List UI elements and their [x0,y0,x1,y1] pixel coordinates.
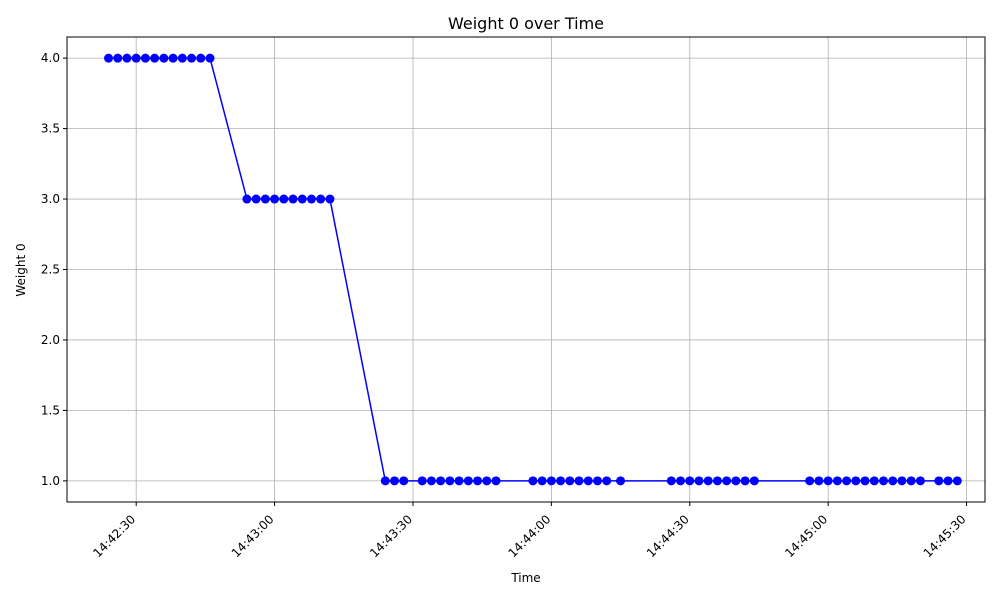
data-point [242,194,252,204]
data-point [426,476,436,486]
x-axis-title: Time [510,571,540,585]
data-point [823,476,833,486]
data-point [482,476,492,486]
data-point [168,53,178,63]
data-point [556,476,566,486]
data-point [860,476,870,486]
data-point [897,476,907,486]
data-point [187,53,197,63]
data-point [906,476,916,486]
data-point [177,53,187,63]
y-tick-label: 1.0 [41,474,60,488]
data-point [666,476,676,486]
data-point [593,476,603,486]
data-point [260,194,270,204]
chart-title: Weight 0 over Time [448,14,604,33]
data-point [731,476,741,486]
series-line [108,57,958,482]
y-tick-label: 2.0 [41,333,60,347]
data-point [952,476,962,486]
data-point [122,53,132,63]
data-point [616,476,626,486]
y-axis-title: Weight 0 [14,243,28,296]
y-tick-label: 2.5 [41,263,60,277]
data-point [869,476,879,486]
data-point [537,476,547,486]
data-point [288,194,298,204]
data-point [251,194,261,204]
y-tick-label: 1.5 [41,403,60,417]
grid [67,37,985,502]
data-point [445,476,455,486]
data-point [436,476,446,486]
y-tick-label: 3.0 [41,192,60,206]
data-point [473,476,483,486]
data-point [805,476,815,486]
series-0 [104,53,962,486]
data-point [722,476,732,486]
data-point [749,476,759,486]
data-point [205,53,215,63]
data-point [131,53,141,63]
data-point [528,476,538,486]
data-point [574,476,584,486]
data-point [150,53,160,63]
data-point [694,476,704,486]
data-point [703,476,713,486]
data-point [316,194,326,204]
data-point [565,476,575,486]
data-point [297,194,307,204]
data-point [842,476,852,486]
data-point [454,476,464,486]
data-point [546,476,556,486]
data-point [325,194,335,204]
data-point [196,53,206,63]
data-point [463,476,473,486]
data-point [140,53,150,63]
data-point [685,476,695,486]
data-point [380,476,390,486]
data-point [113,53,123,63]
data-point [740,476,750,486]
y-tick-label: 4.0 [41,51,60,65]
data-point [676,476,686,486]
data-point [159,53,169,63]
data-point [943,476,953,486]
data-point [417,476,427,486]
data-point [915,476,925,486]
data-point [934,476,944,486]
data-point [888,476,898,486]
data-point [583,476,593,486]
data-point [491,476,501,486]
data-point [270,194,280,204]
data-point [602,476,612,486]
data-point [399,476,409,486]
data-point [879,476,889,486]
data-point [279,194,289,204]
data-point [851,476,861,486]
data-point [832,476,842,486]
data-point [814,476,824,486]
data-point [390,476,400,486]
data-point [712,476,722,486]
y-tick-label: 3.5 [41,122,60,136]
data-point [306,194,316,204]
data-point [104,53,114,63]
